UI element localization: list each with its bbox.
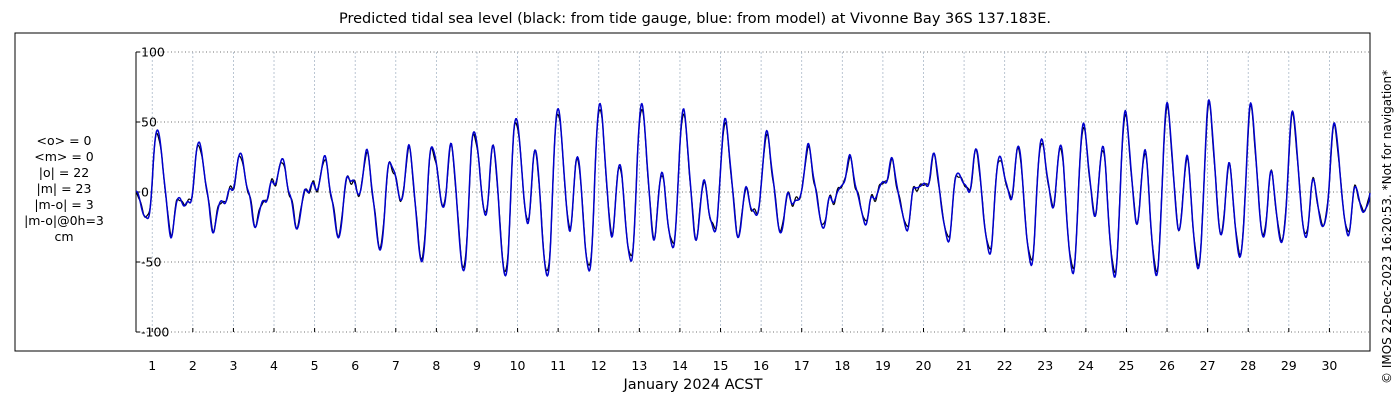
y-tick-label: 50: [141, 115, 157, 130]
y-ticks: 100 50 0 -50 -100: [136, 45, 169, 340]
x-tick-label: 4: [270, 358, 278, 373]
x-tick-label: 27: [1200, 358, 1216, 373]
x-tick-label: 9: [473, 358, 481, 373]
x-tick-label: 23: [1037, 358, 1053, 373]
x-tick-label: 7: [392, 358, 400, 373]
stats-panel: <o> = 0 <m> = 0 |o| = 22 |m| = 23 |m-o| = 3 |…: [18, 133, 110, 245]
credit-text: © IMOS 22-Dec-2023 16:20:53. *Not for na…: [1380, 69, 1394, 384]
x-tick-label: 11: [550, 358, 566, 373]
x-tick-label: 18: [834, 358, 850, 373]
y-tick-label: -50: [141, 255, 161, 270]
x-axis-label: January 2024 ACST: [623, 377, 763, 393]
x-tick-label: 1: [148, 358, 156, 373]
x-tick-label: 24: [1078, 358, 1094, 373]
x-tick-label: 14: [672, 358, 688, 373]
x-tick-label: 29: [1281, 358, 1297, 373]
stat-line: |m-o|@0h=3: [24, 213, 104, 228]
chart-title: Predicted tidal sea level (black: from t…: [338, 11, 1052, 27]
x-tick-label: 2: [189, 358, 197, 373]
x-ticks: 1 2 3 4 5 6 7 8 9 10 11 12 13 14 15 16 17 18 19 20 21 22 23 24 2…: [148, 328, 1337, 373]
stat-line: <o> = 0: [36, 133, 92, 148]
x-tick-label: 3: [229, 358, 237, 373]
stat-line: |m| = 23: [36, 181, 92, 196]
x-tick-label: 19: [875, 358, 891, 373]
x-tick-label: 30: [1321, 358, 1337, 373]
y-tick-label: 0: [141, 185, 149, 200]
x-tick-label: 26: [1159, 358, 1175, 373]
x-tick-label: 20: [916, 358, 932, 373]
stat-line: |o| = 22: [38, 165, 90, 180]
x-tick-label: 5: [311, 358, 319, 373]
x-tick-label: 8: [432, 358, 440, 373]
stat-line: |m-o| = 3: [34, 197, 94, 212]
x-tick-label: 21: [956, 358, 972, 373]
grid-lines: [136, 51, 1370, 333]
y-tick-label: -100: [141, 325, 169, 340]
x-tick-label: 10: [510, 358, 526, 373]
x-tick-label: 22: [997, 358, 1013, 373]
stat-line: <m> = 0: [34, 149, 94, 164]
x-tick-label: 13: [631, 358, 647, 373]
x-tick-label: 25: [1118, 358, 1134, 373]
x-tick-label: 6: [351, 358, 359, 373]
series-lines: [135, 99, 1371, 278]
x-tick-label: 16: [753, 358, 769, 373]
x-tick-label: 17: [794, 358, 810, 373]
x-tick-label: 12: [591, 358, 607, 373]
y-tick-label: 100: [141, 45, 165, 60]
x-tick-label: 15: [713, 358, 729, 373]
stat-line: cm: [54, 229, 74, 244]
model-line: [135, 99, 1371, 278]
x-tick-label: 28: [1240, 358, 1256, 373]
